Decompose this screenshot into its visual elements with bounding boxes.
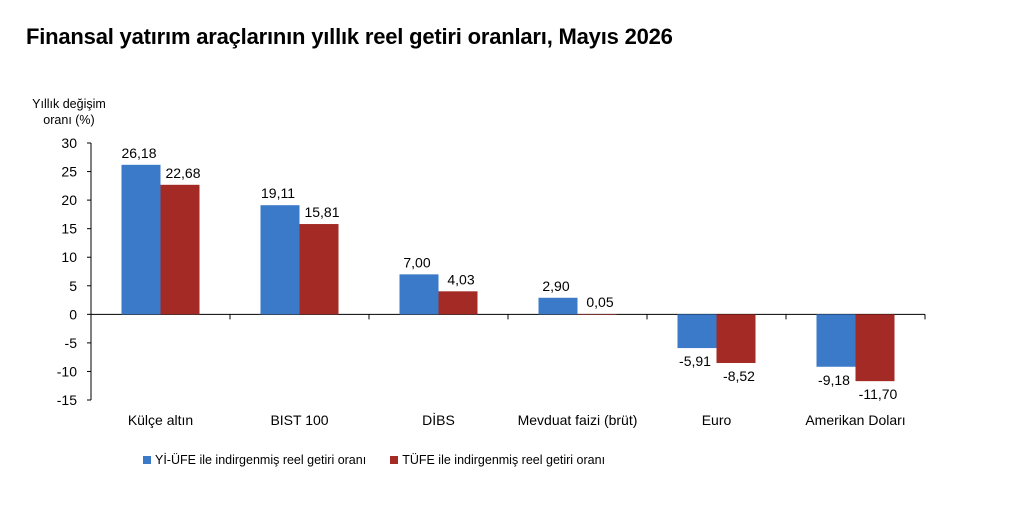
bar-series-2 [716,314,756,363]
y-tick-label: 5 [69,278,77,294]
y-axis-label-line1: Yıllık değişim [32,97,106,111]
legend-swatch-series-1 [143,456,151,464]
y-tick-label: 15 [61,221,77,237]
y-tick-label: -15 [57,392,77,408]
data-label-series-2: 22,68 [165,165,200,181]
legend-item-series-1: Yİ-ÜFE ile indirgenmiş reel getiri oranı [143,453,366,467]
legend: Yİ-ÜFE ile indirgenmiş reel getiri oranı… [143,453,629,467]
data-label-series-1: 26,18 [121,145,156,161]
category-label: DİBS [422,411,455,428]
data-label-series-2: 0,05 [586,294,613,310]
category-label: Mevduat faizi (brüt) [518,412,638,428]
axis-layer: 30 25 20 15 10 5 0 -5 -10 -15 [57,135,926,408]
y-tick-label: 25 [61,164,77,180]
bar-series-2 [577,314,617,315]
legend-item-series-2: TÜFE ile indirgenmiş reel getiri oranı [390,453,605,467]
bar-series-1 [260,205,300,315]
legend-label-series-2: TÜFE ile indirgenmiş reel getiri oranı [402,453,606,467]
bar-series-2 [855,314,895,382]
y-tick-label: 30 [61,135,77,151]
bar-series-2 [438,291,478,315]
bar-series-1 [816,314,856,367]
data-label-series-2: -8,52 [723,368,755,384]
bar-series-1 [121,164,161,315]
data-label-series-1: -5,91 [679,353,711,369]
category-label: Külçe altın [128,412,193,428]
bars-layer [121,164,895,382]
page-title: Finansal yatırım araçlarının yıllık reel… [26,24,673,49]
data-label-series-1: 7,00 [403,254,430,270]
bar-series-1 [538,297,578,315]
bar-series-2 [160,184,200,315]
data-label-series-2: -11,70 [859,386,898,402]
category-label: Euro [702,412,732,428]
y-axis-label: Yıllık değişim oranı (%) [14,96,124,128]
bar-series-1 [677,314,717,349]
category-label: Amerikan Doları [805,412,905,428]
data-label-series-1: 2,90 [542,278,569,294]
data-label-series-1: -9,18 [818,372,850,388]
y-tick-label: -5 [65,335,78,351]
data-label-series-2: 15,81 [304,204,339,220]
labels-layer: 26,18 22,68 Külçe altın 19,11 15,81 BIST 100 7… [121,145,905,428]
legend-label-series-1: Yİ-ÜFE ile indirgenmiş reel getiri oranı [155,453,367,467]
bar-series-2 [299,224,339,315]
category-label: BIST 100 [270,412,328,428]
y-tick-label: 0 [69,306,77,322]
y-tick-label: -10 [57,363,77,379]
legend-swatch-series-2 [390,456,399,464]
data-label-series-1: 19,11 [261,185,295,201]
data-label-series-2: 4,03 [447,271,474,287]
y-tick-label: 20 [61,192,77,208]
y-axis-label-line2: oranı (%) [43,113,95,127]
bar-series-1 [399,274,439,315]
y-tick-label: 10 [61,249,77,265]
